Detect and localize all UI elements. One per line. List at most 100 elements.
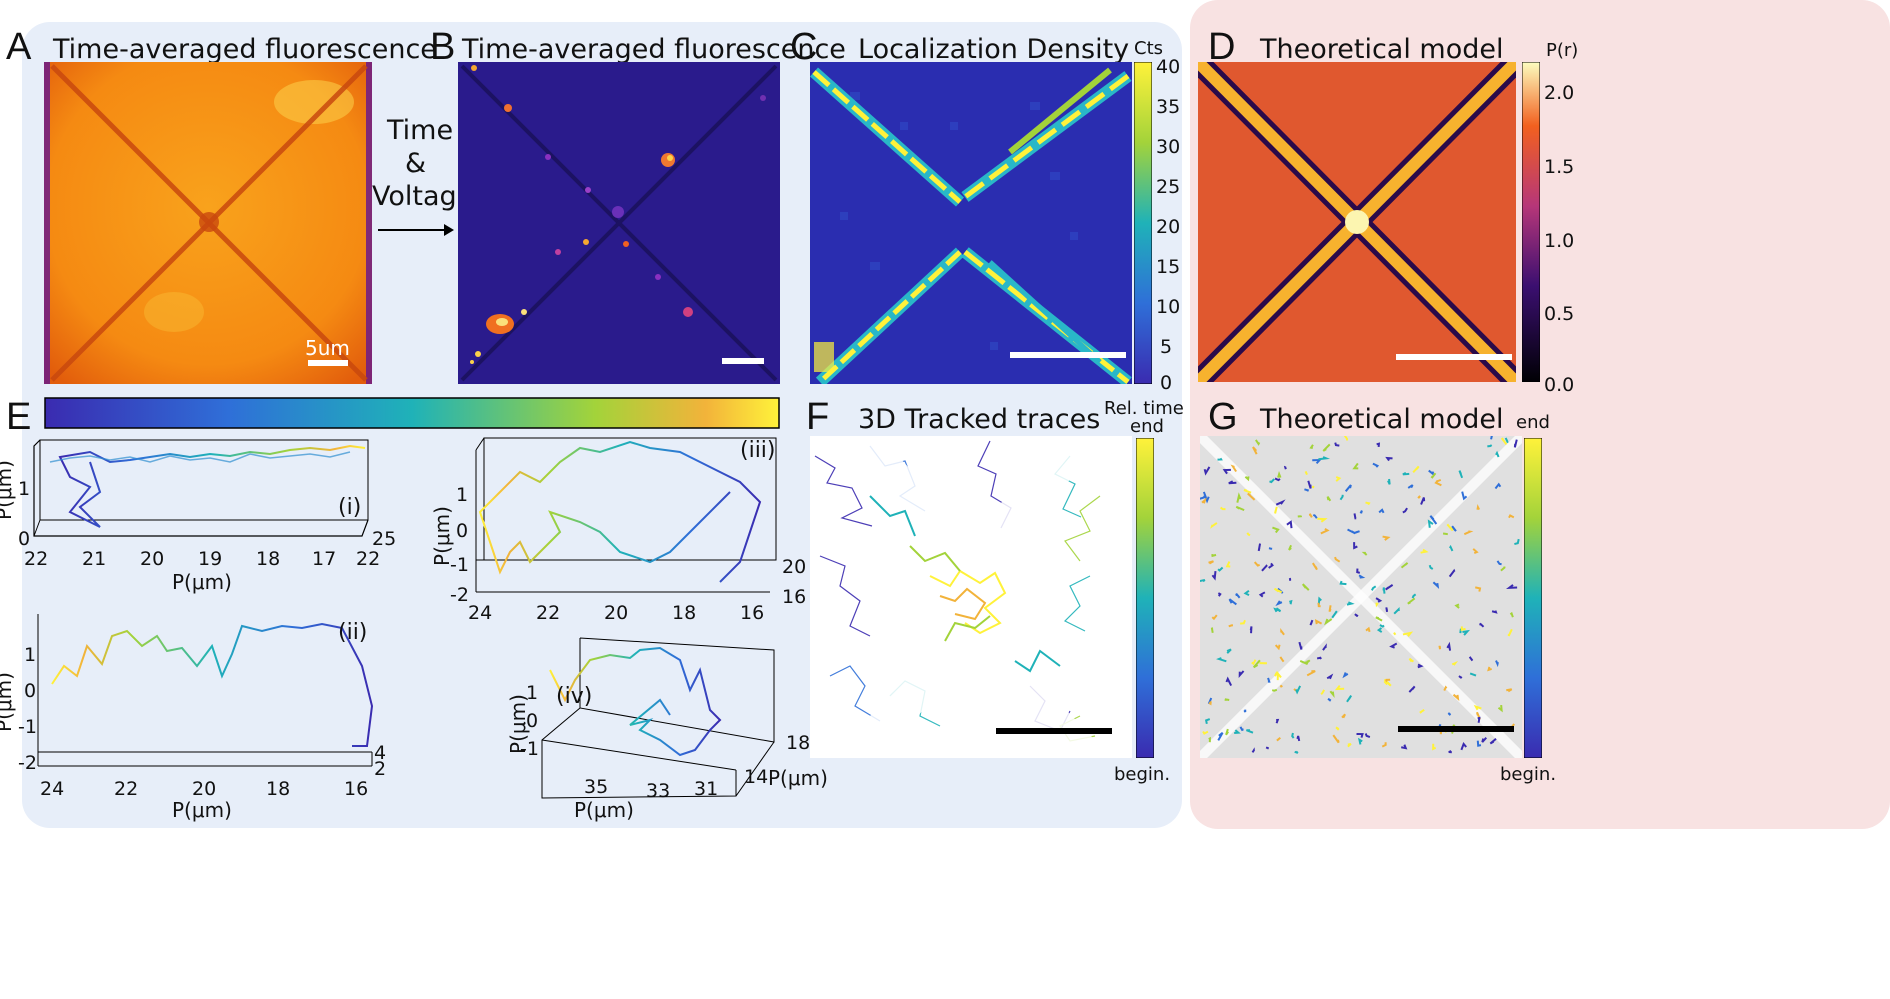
trace-plot-iii — [475, 437, 777, 593]
g-trace-segment — [1202, 491, 1210, 504]
panel-letter-b: B — [430, 26, 456, 68]
g-trace-segment — [1477, 716, 1481, 723]
g-trace-segment — [1495, 450, 1500, 458]
e-iii-tag: (iii) — [740, 438, 776, 463]
g-trace-segment — [1312, 513, 1318, 519]
panel-f-scale-bar — [996, 728, 1112, 734]
g-trace-segment — [1277, 470, 1282, 478]
g-trace-segment — [1317, 602, 1321, 608]
e-iv-x-tick: 33 — [646, 780, 671, 802]
g-trace-segment — [1402, 507, 1408, 514]
e-ii-x-tick: 22 — [114, 778, 139, 800]
g-trace-segment — [1358, 574, 1366, 579]
g-trace-segment — [1247, 492, 1256, 501]
cbar-c-tick: 40 — [1156, 56, 1181, 78]
e-ii-xlabel: P(μm) — [172, 798, 232, 822]
g-trace-segment — [1208, 701, 1212, 706]
e-iv-tag: (iv) — [556, 684, 593, 709]
g-trace-segment — [1376, 442, 1381, 448]
g-trace-segment — [1251, 747, 1255, 753]
g-trace-segment — [1253, 561, 1261, 567]
g-trace-segment — [1432, 743, 1437, 751]
g-trace-segment — [1452, 693, 1460, 702]
g-trace-segment — [1202, 730, 1209, 735]
cbar-c-tick: 15 — [1156, 256, 1181, 278]
g-trace-segment — [1376, 627, 1383, 633]
panel-c-density-heatmap — [810, 62, 1132, 384]
g-trace-segment — [1509, 611, 1514, 618]
cbar-c-tick: 5 — [1160, 336, 1173, 358]
g-trace-segment — [1356, 568, 1361, 574]
g-trace-segment — [1339, 580, 1347, 586]
g-trace-segment — [1246, 729, 1254, 734]
g-trace-segment — [1243, 709, 1247, 713]
g-trace-segment — [1243, 589, 1250, 597]
g-trace-segment — [1208, 736, 1211, 743]
panel-f-colorbar-begin: begin. — [1114, 764, 1171, 785]
g-trace-segment — [1314, 619, 1323, 625]
g-trace-segment — [1200, 495, 1206, 500]
g-trace-segment — [1288, 544, 1293, 551]
g-trace-segment — [1481, 737, 1488, 743]
g-trace-segment — [1412, 465, 1420, 473]
e-i-x-tick: 22 — [24, 548, 49, 570]
g-trace-segment — [1365, 626, 1371, 633]
g-trace-segment — [1365, 501, 1371, 506]
e-iv-depth-tick: 18 — [786, 732, 811, 754]
g-trace-segment — [1458, 470, 1464, 479]
g-trace-segment — [1275, 499, 1286, 506]
g-trace-segment — [1494, 482, 1502, 490]
g-trace-segment — [1408, 685, 1416, 693]
g-trace-segment — [1429, 515, 1438, 525]
panel-f-tracked-traces — [810, 436, 1132, 758]
g-trace-segment — [1334, 442, 1340, 447]
g-trace-segment — [1514, 538, 1520, 546]
g-trace-segment — [1370, 585, 1377, 591]
e-ii-depth-tick: 2 — [374, 758, 387, 780]
g-trace-segment — [1306, 670, 1316, 677]
panel-a-scale-label: 5um — [305, 336, 350, 360]
e-iii-depth-tick: 20 — [782, 556, 807, 578]
g-trace-segment — [1211, 553, 1217, 558]
e-i-tag: (i) — [338, 495, 362, 520]
g-trace-segment — [1461, 491, 1468, 501]
g-trace-segment — [1304, 488, 1310, 492]
g-trace-segment — [1451, 525, 1457, 532]
e-iv-y-tick: 1 — [526, 682, 539, 704]
g-trace-segment — [1204, 718, 1211, 725]
g-trace-segment — [1269, 478, 1275, 484]
panel-f-colorbar — [1136, 438, 1154, 758]
e-i-x-tick: 17 — [312, 548, 337, 570]
cbar-c-tick: 35 — [1156, 96, 1181, 118]
e-i-x-tick: 20 — [140, 548, 165, 570]
g-trace-segment — [1505, 584, 1518, 589]
g-trace-segment — [1308, 513, 1313, 518]
g-trace-segment — [1222, 468, 1231, 475]
panel-letter-a: A — [6, 26, 32, 68]
g-trace-segment — [1490, 436, 1493, 440]
panel-c-scale-bar — [1010, 352, 1126, 358]
e-ii-y-tick: -2 — [18, 752, 37, 774]
g-trace-segment — [1273, 587, 1283, 594]
g-trace-segment — [1301, 583, 1310, 591]
g-trace-segment — [1382, 535, 1391, 541]
arrow-label-voltage: Voltage — [372, 181, 474, 212]
g-trace-segment — [1240, 619, 1246, 625]
g-trace-segment — [1317, 517, 1328, 523]
time-voltage-arrow — [378, 224, 454, 236]
g-trace-segment — [1225, 561, 1231, 568]
e-iv-x-tick: 35 — [584, 776, 609, 798]
g-trace-segment — [1402, 472, 1410, 476]
e-i-z-tick: 0 — [18, 528, 31, 550]
trace-plot-iv — [541, 637, 775, 799]
g-trace-segment — [1274, 477, 1281, 482]
g-trace-segment — [1239, 726, 1244, 732]
g-trace-segment — [1244, 475, 1250, 482]
g-trace-segment — [1234, 729, 1241, 734]
g-trace-segment — [1508, 514, 1515, 519]
e-iii-x-tick: 24 — [468, 602, 493, 624]
g-trace-segment — [1489, 738, 1497, 745]
g-trace-segment — [1276, 670, 1282, 681]
panel-a-title: Time-averaged fluorescence — [53, 34, 437, 65]
e-i-x-tick: 21 — [82, 548, 107, 570]
